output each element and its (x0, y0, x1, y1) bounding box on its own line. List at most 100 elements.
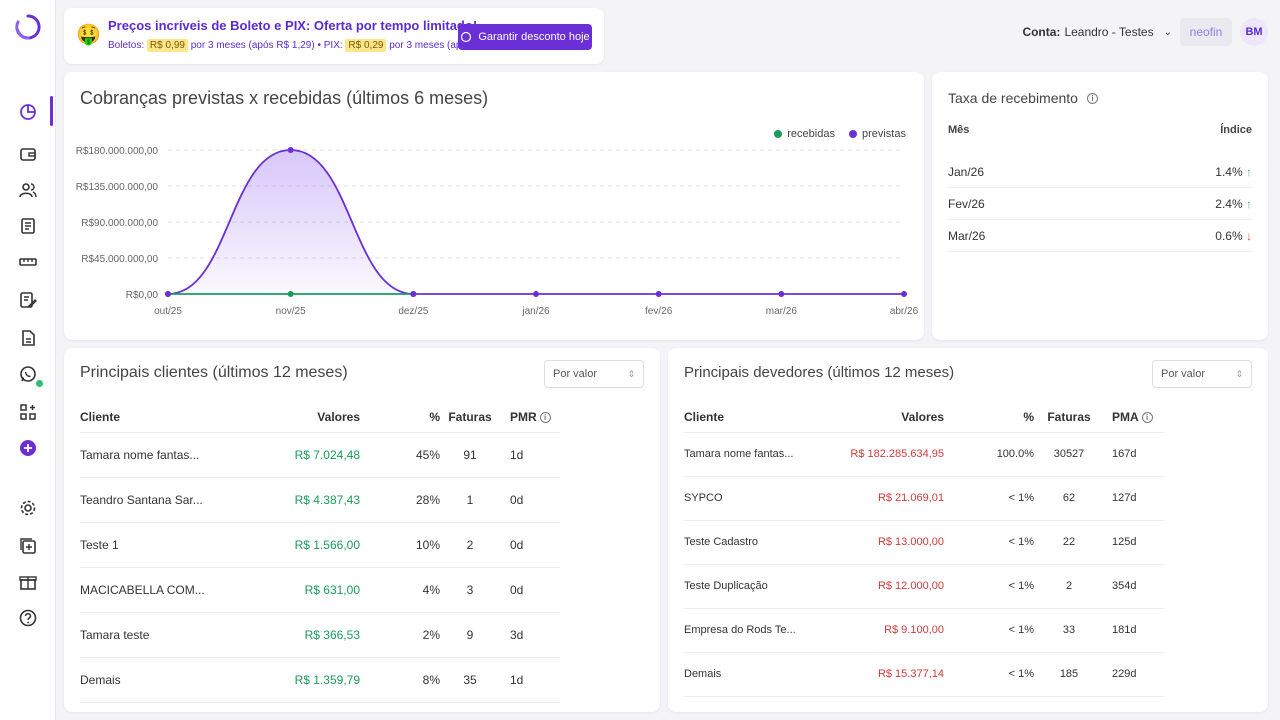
client-pmr: 1d (500, 657, 560, 703)
gear-icon[interactable] (16, 496, 40, 520)
y-tick-label: R$90.000.000,00 (81, 218, 158, 229)
debtor-invoices: 33 (1034, 608, 1104, 653)
debtor-name: Empresa do Rods Te... (684, 608, 814, 653)
table-row[interactable]: Tamara teste R$ 366,53 2% 9 3d (80, 612, 560, 658)
rate-value: 1.4% ↑ (1215, 165, 1252, 179)
add-box-icon[interactable] (16, 534, 40, 558)
y-tick-label: R$135.000.000,00 (76, 182, 159, 193)
point-recebidas[interactable] (287, 291, 294, 297)
y-tick-label: R$0,00 (126, 290, 159, 301)
rate-title-text: Taxa de recebimento (948, 90, 1078, 106)
legend-recebidas: recebidas (774, 128, 835, 140)
info-icon[interactable]: i (1141, 412, 1153, 424)
point-previstas[interactable] (410, 291, 417, 297)
account-name: Leandro - Testes (1064, 25, 1154, 39)
debtor-pma: 354d (1104, 564, 1164, 609)
point-previstas[interactable] (778, 291, 785, 297)
dashboard-icon[interactable] (16, 100, 40, 124)
debtor-pma: 127d (1104, 476, 1164, 521)
x-tick-label: abr/26 (890, 306, 919, 317)
table-row[interactable]: Teste Duplicação R$ 12.000,00 < 1% 2 354d (684, 564, 1164, 609)
table-row[interactable]: Tamara nome fantas... R$ 182.285.634,95 10… (684, 432, 1164, 477)
client-value: R$ 1.359,79 (240, 657, 360, 703)
ruler-icon[interactable] (16, 250, 40, 274)
plus-icon[interactable] (16, 436, 40, 460)
x-tick-label: mar/26 (766, 306, 798, 317)
table-row[interactable]: Teste Cadastro R$ 13.000,00 < 1% 22 125d (684, 520, 1164, 565)
client-pmr: 0d (500, 477, 560, 523)
account-selector[interactable]: Conta: Leandro - Testes ⌄ (1022, 25, 1172, 39)
debtor-pma: 229d (1104, 652, 1164, 697)
banner-boletos-label: Boletos: (108, 40, 145, 51)
rate-col-index: Índice (1220, 124, 1252, 136)
edit-document-icon[interactable] (16, 288, 40, 312)
banner-subtitle: Boletos: R$ 0,99 por 3 meses (após R$ 1,… (108, 39, 514, 52)
table-row[interactable]: Demais R$ 15.377,14 < 1% 185 229d (684, 652, 1164, 697)
wallet-icon[interactable] (16, 142, 40, 166)
series-area-previstas (168, 150, 904, 294)
users-icon[interactable] (16, 178, 40, 202)
client-name: Demais (80, 657, 240, 703)
clients-sort-select[interactable]: Por valor ⇕ (544, 360, 644, 388)
gift-icon[interactable] (16, 570, 40, 594)
boleto-price: R$ 0,99 (146, 39, 188, 52)
debtor-pct: < 1% (944, 608, 1034, 653)
rate-col-month: Mês (948, 124, 970, 136)
line-chart: R$0,00 R$45.000.000,00 R$90.000.000,00 R$13… (76, 146, 919, 317)
client-pct: 28% (360, 477, 440, 523)
col-pct: % (944, 402, 1034, 433)
info-icon[interactable]: i (539, 412, 551, 424)
point-previstas[interactable] (287, 147, 294, 153)
rate-value-text: 2.4% (1215, 196, 1243, 211)
client-value: R$ 631,00 (240, 567, 360, 613)
debtor-value: R$ 12.000,00 (814, 564, 944, 609)
col-pmr-label: PMR (510, 409, 537, 424)
legend-dot-previstas (848, 130, 857, 139)
debtor-invoices: 185 (1034, 652, 1104, 697)
avatar[interactable]: BM (1240, 18, 1268, 46)
pix-text: por 3 meses (após R$ 0,59) (389, 40, 514, 51)
debtors-sort-select[interactable]: Por valor ⇕ (1152, 360, 1252, 388)
x-tick-label: dez/25 (398, 306, 428, 317)
rate-month: Fev/26 (948, 196, 985, 211)
invoice-icon[interactable] (16, 214, 40, 238)
apps-add-icon[interactable] (16, 400, 40, 424)
logo-icon[interactable] (13, 12, 43, 42)
info-icon[interactable]: i (1086, 92, 1098, 104)
client-pct: 10% (360, 522, 440, 568)
table-row[interactable]: Tamara nome fantas... R$ 7.024,48 45% 91 1d (80, 432, 560, 478)
col-pct: % (360, 402, 440, 433)
table-row[interactable]: Demais R$ 1.359,79 8% 35 1d (80, 657, 560, 703)
debtor-name: Teste Duplicação (684, 564, 814, 609)
claim-discount-button[interactable]: Garantir desconto hoje (458, 24, 592, 50)
client-pmr: 3d (500, 612, 560, 658)
client-pmr: 0d (500, 522, 560, 568)
rate-value: 2.4% ↑ (1215, 197, 1252, 211)
point-previstas[interactable] (165, 291, 171, 297)
debtor-pct: < 1% (944, 520, 1034, 565)
table-row[interactable]: Teandro Santana Sar... R$ 4.387,43 28% 1 0d (80, 477, 560, 523)
debtor-pma: 167d (1104, 432, 1164, 477)
table-row[interactable]: SYPCO R$ 21.069,01 < 1% 62 127d (684, 476, 1164, 521)
chevron-updown-icon: ⇕ (627, 368, 635, 379)
debtors-title: Principais devedores (últimos 12 meses) (684, 364, 955, 381)
point-previstas[interactable] (533, 291, 539, 297)
client-invoices: 2 (440, 522, 500, 568)
whatsapp-icon[interactable] (16, 362, 40, 386)
col-pma-label: PMA (1112, 409, 1139, 424)
table-row[interactable]: Empresa do Rods Te... R$ 9.100,00 < 1% 33 18… (684, 608, 1164, 653)
document-icon[interactable] (16, 326, 40, 350)
debtor-name: Teste Cadastro (684, 520, 814, 565)
point-previstas[interactable] (901, 291, 907, 297)
debtor-name: SYPCO (684, 476, 814, 521)
client-invoices: 3 (440, 567, 500, 613)
point-previstas[interactable] (655, 291, 662, 297)
table-row[interactable]: Teste 1 R$ 1.566,00 10% 2 0d (80, 522, 560, 568)
help-icon[interactable] (16, 606, 40, 630)
table-row[interactable]: MACICABELLA COM... R$ 631,00 4% 3 0d (80, 567, 560, 613)
chart-title: Cobranças previstas x recebidas (últimos… (80, 88, 489, 108)
legend-label-previstas: previstas (861, 128, 906, 140)
col-values: Valores (814, 402, 944, 433)
rate-value: 0.6% ↓ (1215, 229, 1252, 243)
client-value: R$ 366,53 (240, 612, 360, 658)
